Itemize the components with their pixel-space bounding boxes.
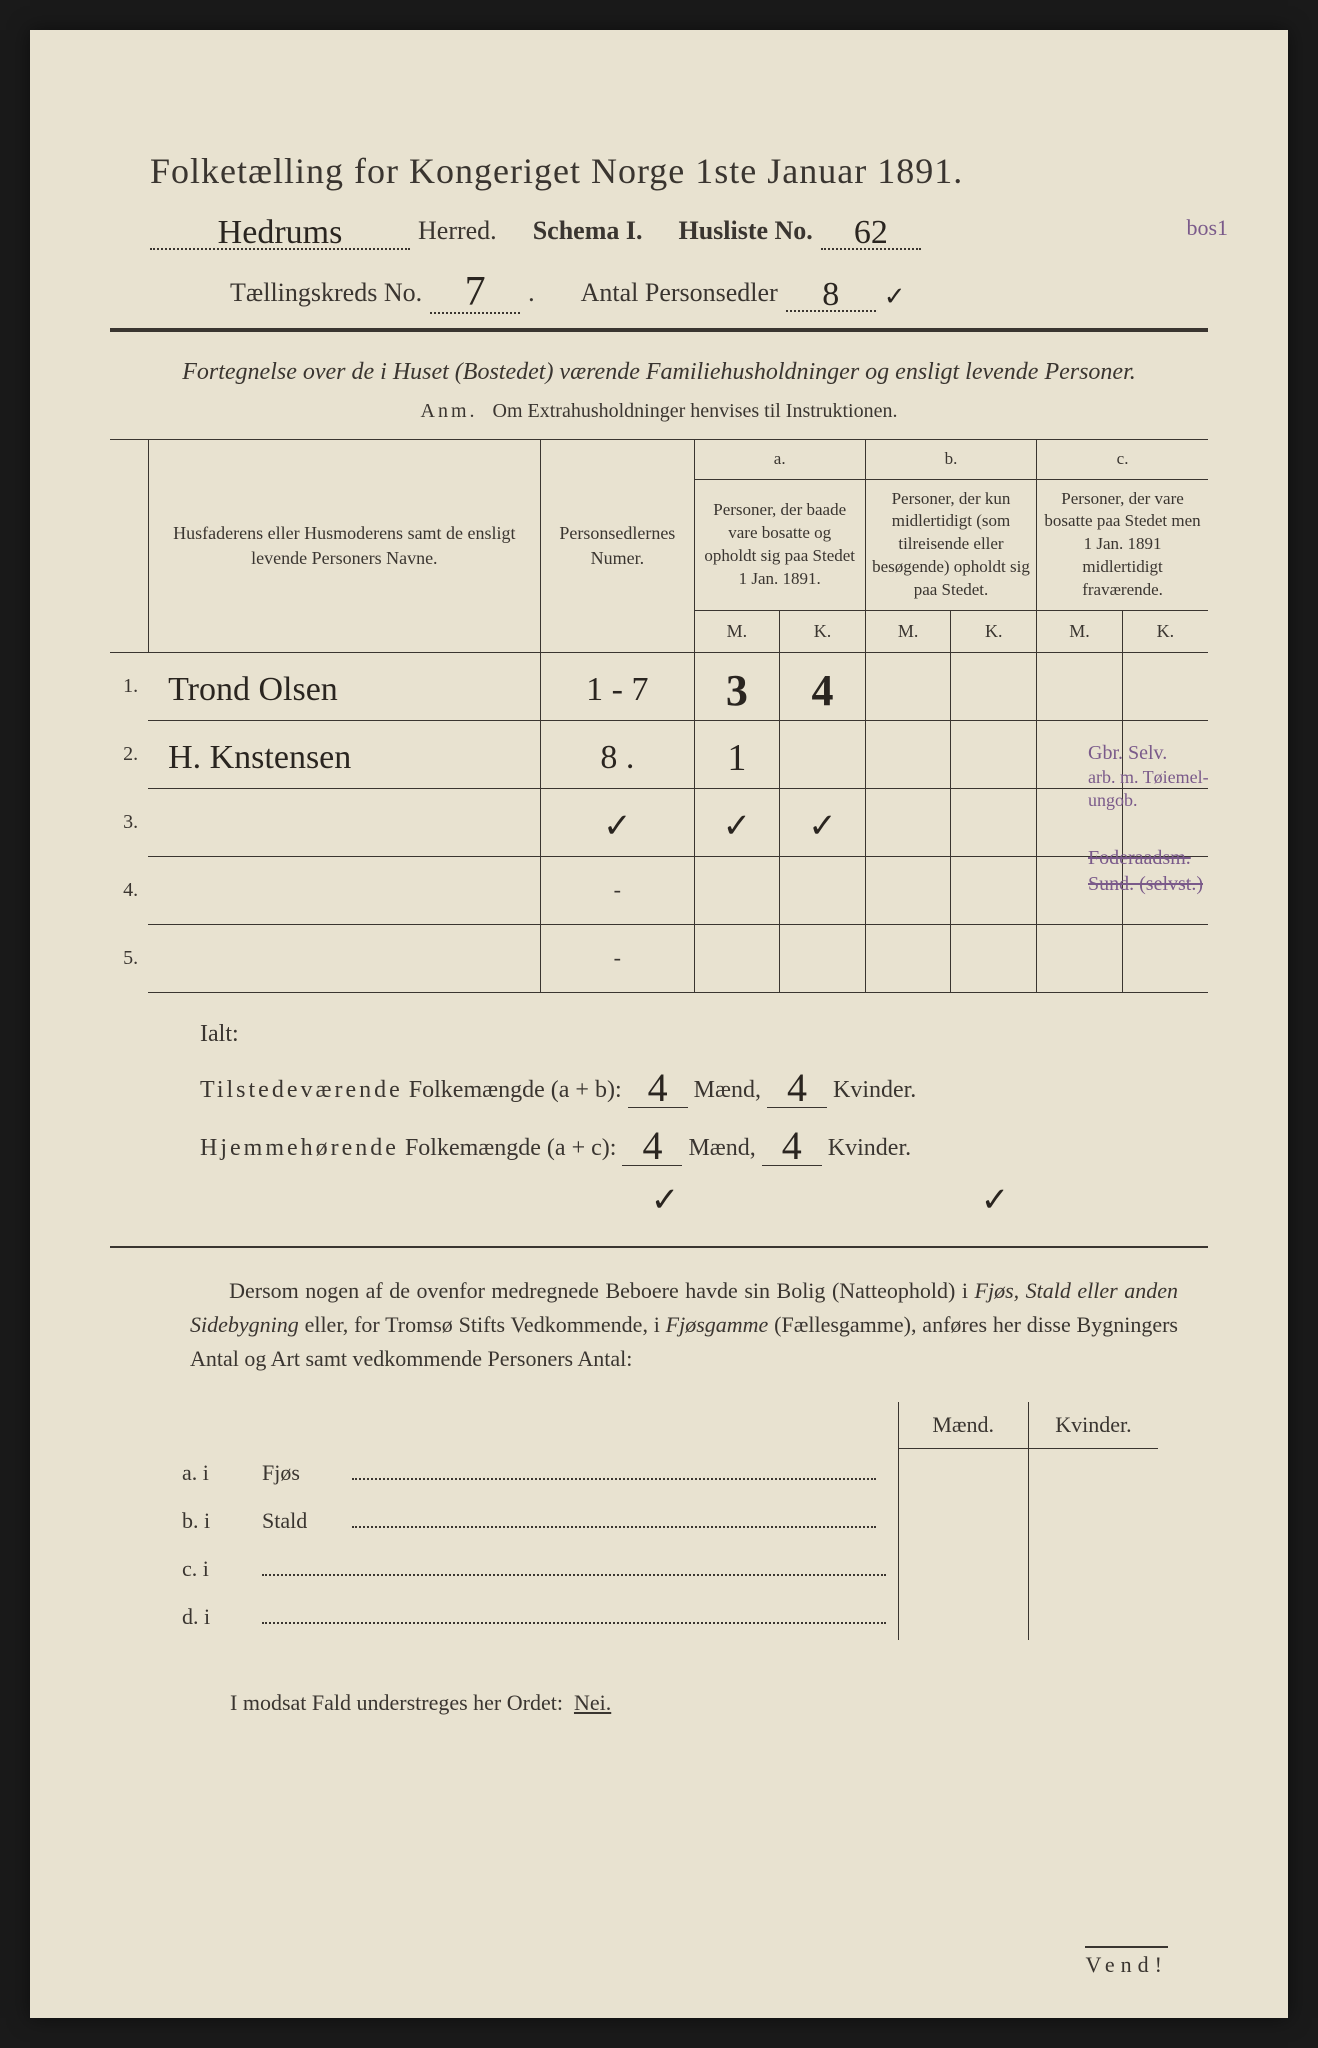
margin-note-2: Foderaadsm. Sund. (selvst.) (1088, 845, 1258, 897)
side-row: a. i Fjøs (170, 1448, 1158, 1496)
kreds-field: 7 (430, 264, 520, 314)
side-row: c. i (170, 1544, 1158, 1592)
margin-note-1: Gbr. Selv. arb. m. Tøiemel- ungob. (1088, 740, 1258, 813)
th-a-label: a. (694, 439, 865, 479)
totals-resident: Hjemmehørende Folkemængde (a + c): 4 Mæn… (200, 1118, 1148, 1166)
header-line-kreds: Tællingskreds No. 7 . Antal Personsedler… (230, 264, 1208, 314)
anm-line: Anm. Om Extrahusholdninger henvises til … (110, 400, 1208, 423)
totals-block: Ialt: Tilstedeværende Folkemængde (a + b… (200, 1021, 1148, 1216)
antal-field: 8 (786, 272, 876, 312)
side-row: b. i Stald (170, 1496, 1158, 1544)
vend-label: Vend! (1085, 1946, 1168, 1978)
th-b-text: Personer, der kun midlertidigt (som tilr… (865, 479, 1036, 611)
th-c-text: Personer, der vare bosatte paa Stedet me… (1037, 479, 1208, 611)
husliste-suffix: bos1 (1186, 215, 1228, 241)
main-title: Folketælling for Kongeriget Norge 1ste J… (150, 150, 1208, 192)
husliste-field: 62 (821, 210, 921, 250)
th-b-label: b. (865, 439, 1036, 479)
th-a-text: Personer, der baade vare bosatte og opho… (694, 479, 865, 611)
table-row: 5. - (110, 924, 1208, 992)
side-row: d. i (170, 1592, 1158, 1640)
table-row: 4. - (110, 856, 1208, 924)
sidebuilding-table: Mænd. Kvinder. a. i Fjøs b. i Stald c. i… (170, 1402, 1158, 1641)
rule-2 (110, 1246, 1208, 1248)
th-num: Personsedlernes Numer. (541, 439, 694, 652)
table-row: 1. Trond Olsen 1 - 7 3 4 (110, 652, 1208, 720)
household-table: Husfaderens eller Husmoderens samt de en… (110, 439, 1208, 993)
subtitle: Fortegnelse over de i Huset (Bostedet) v… (170, 356, 1148, 390)
sidebuilding-paragraph: Dersom nogen af de ovenfor medregnede Be… (190, 1274, 1178, 1376)
modsat-line: I modsat Fald understreges her Ordet: Ne… (230, 1690, 1208, 1716)
table-row: 3. ✓ ✓ ✓ (110, 788, 1208, 856)
th-name: Husfaderens eller Husmoderens samt de en… (148, 439, 541, 652)
totals-checks: ✓ ✓ (630, 1176, 1148, 1216)
table-row: 2. H. Knstensen 8 . 1 (110, 720, 1208, 788)
census-form-page: Folketælling for Kongeriget Norge 1ste J… (30, 30, 1288, 2018)
rule-1 (110, 328, 1208, 332)
herred-field: Hedrums (150, 210, 410, 250)
totals-present: Tilstedeværende Folkemængde (a + b): 4 M… (200, 1060, 1148, 1108)
th-c-label: c. (1037, 439, 1208, 479)
header-line-herred: Hedrums Herred. Schema I. Husliste No. 6… (150, 210, 1208, 250)
